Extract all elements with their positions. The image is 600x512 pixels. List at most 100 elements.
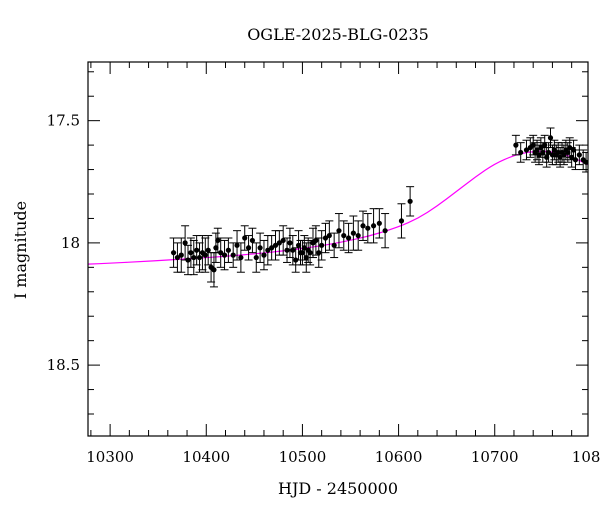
data-marker <box>326 232 332 239</box>
x-axis-label: HJD - 2450000 <box>278 479 398 498</box>
data-point <box>522 139 531 161</box>
data-point <box>582 151 588 173</box>
data-point <box>177 237 186 273</box>
data-marker <box>569 154 575 160</box>
data-marker <box>307 250 313 256</box>
data-marker <box>513 142 519 148</box>
data-marker <box>234 242 240 248</box>
data-marker <box>276 240 282 246</box>
data-point <box>406 186 415 217</box>
data-point <box>302 242 311 273</box>
data-marker <box>536 152 542 158</box>
data-point <box>229 242 238 268</box>
data-marker <box>382 228 388 234</box>
data-point <box>252 242 261 273</box>
data-marker <box>290 247 296 253</box>
data-marker <box>185 257 191 263</box>
data-point <box>334 213 343 249</box>
data-marker <box>249 237 256 244</box>
data-marker <box>265 247 271 253</box>
data-point <box>349 215 358 251</box>
data-marker <box>370 223 377 229</box>
data-marker <box>178 252 184 258</box>
data-marker <box>544 154 550 160</box>
axis-ticks <box>88 62 588 436</box>
data-point <box>325 220 334 251</box>
data-point <box>511 134 520 156</box>
data-point <box>233 230 242 261</box>
y-tick-label: 18.5 <box>47 356 80 374</box>
data-marker <box>272 242 279 248</box>
data-point <box>288 235 297 266</box>
data-marker <box>376 220 382 226</box>
data-marker <box>253 254 259 261</box>
data-marker <box>555 149 561 156</box>
data-point <box>267 235 276 261</box>
data-point <box>359 210 367 241</box>
data-point <box>201 237 210 273</box>
data-marker <box>538 144 544 151</box>
data-marker <box>549 152 556 158</box>
data-marker <box>215 237 221 244</box>
data-marker <box>295 242 302 248</box>
data-point <box>244 235 253 261</box>
data-marker <box>365 225 371 231</box>
x-tick-label: 10600 <box>375 448 423 466</box>
data-marker <box>191 254 197 261</box>
data-marker <box>170 250 177 256</box>
data-marker <box>547 135 554 141</box>
data-marker <box>301 245 307 251</box>
data-marker <box>205 247 211 253</box>
data-marker <box>221 252 228 258</box>
data-marker <box>196 254 203 261</box>
data-point <box>294 230 303 261</box>
data-marker <box>551 147 557 153</box>
data-point <box>213 227 222 254</box>
data-marker <box>534 147 540 153</box>
plot-area <box>88 127 588 288</box>
data-point <box>240 225 249 251</box>
data-point <box>298 239 307 266</box>
y-axis-label: I magnitude <box>11 201 30 299</box>
data-marker <box>345 235 352 241</box>
x-tick-label: 1080 <box>572 448 600 466</box>
data-point <box>224 237 233 263</box>
x-tick-label: 10300 <box>86 448 134 466</box>
data-marker <box>360 223 366 229</box>
data-point <box>533 139 542 161</box>
data-point <box>339 220 348 251</box>
data-marker <box>336 228 342 234</box>
data-marker <box>523 147 530 153</box>
data-marker <box>261 252 267 258</box>
data-marker <box>407 198 413 204</box>
data-point <box>363 213 372 244</box>
data-marker <box>331 242 337 248</box>
data-point <box>256 232 265 263</box>
data-marker <box>303 254 309 261</box>
data-marker <box>518 149 524 156</box>
data-marker <box>211 267 217 273</box>
data-point <box>558 142 567 163</box>
data-point <box>546 127 555 149</box>
data-marker <box>319 242 325 248</box>
data-marker <box>583 159 588 165</box>
x-tick-label: 10700 <box>471 448 519 466</box>
data-point <box>181 225 190 261</box>
data-point <box>516 142 525 163</box>
data-marker <box>565 149 571 156</box>
data-marker <box>202 252 208 258</box>
model-curve <box>88 150 588 265</box>
data-marker <box>238 254 244 261</box>
data-marker <box>542 142 548 148</box>
data-marker <box>299 250 306 256</box>
data-point <box>544 142 553 163</box>
data-point <box>344 222 353 254</box>
data-marker <box>557 154 563 160</box>
data-point <box>317 230 326 261</box>
data-marker <box>280 237 286 244</box>
x-tick-label: 10500 <box>279 448 327 466</box>
x-tick-label: 10400 <box>182 448 230 466</box>
data-point <box>279 225 288 256</box>
data-point <box>216 237 225 268</box>
